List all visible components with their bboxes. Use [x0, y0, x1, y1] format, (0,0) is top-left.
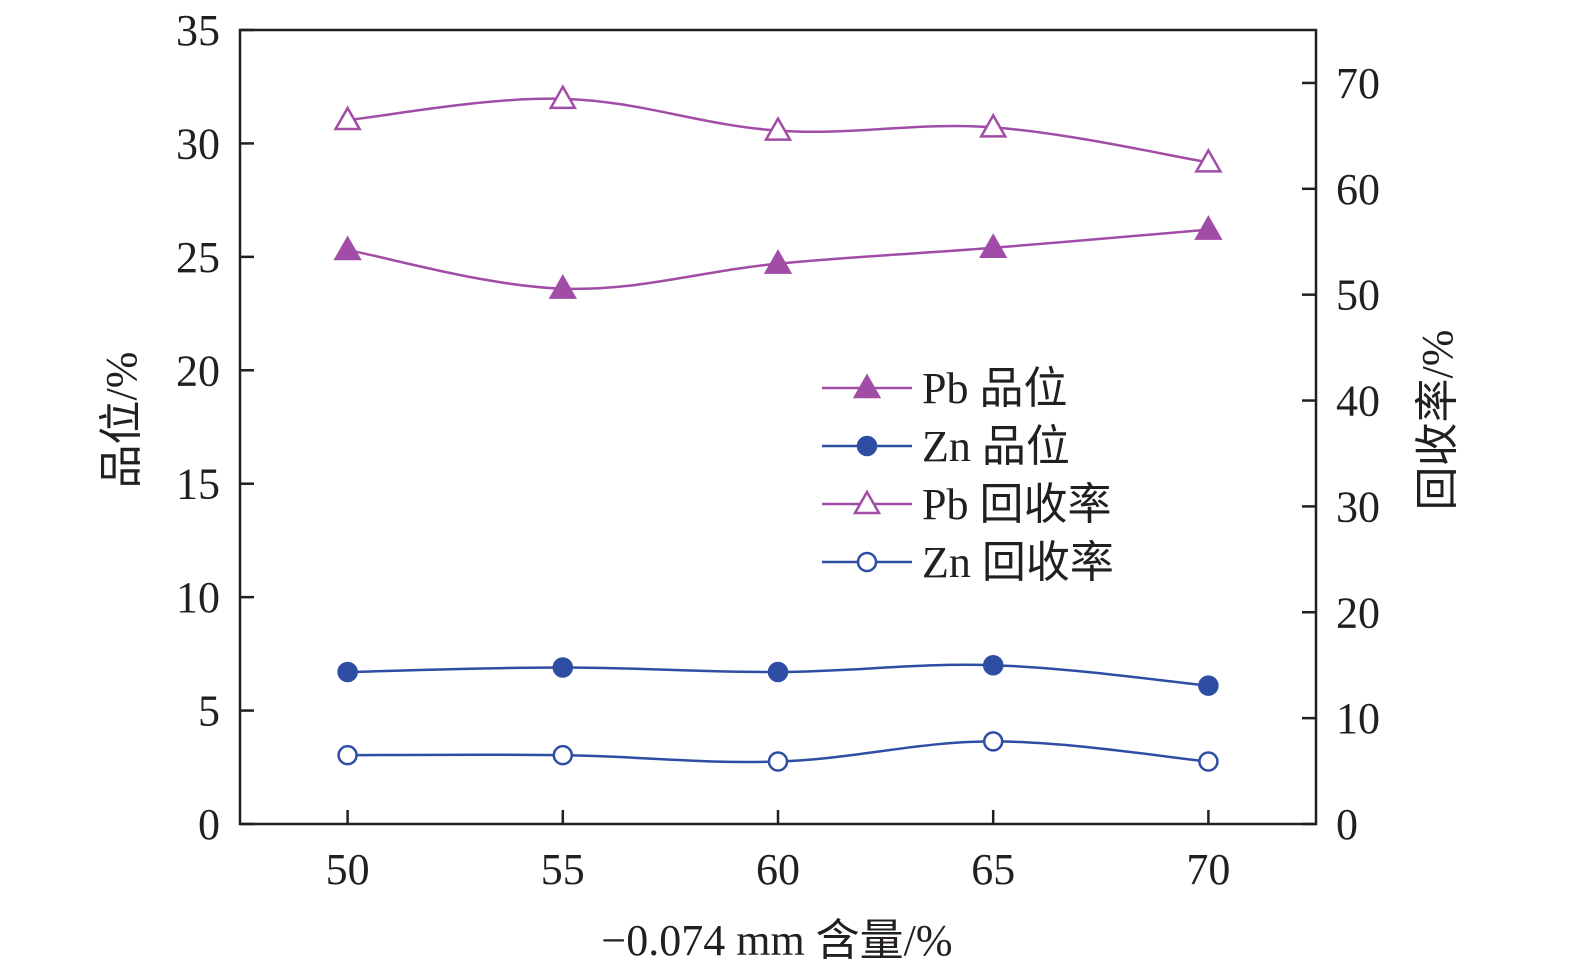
data-point [1198, 675, 1219, 696]
left-y-tick-label: 5 [198, 687, 220, 736]
data-point [337, 661, 358, 683]
legend: Pb 品位 Zn 品位 Pb 回收率 Zn 回收率 [822, 364, 1114, 587]
data-point [763, 249, 793, 274]
data-point [1194, 215, 1223, 240]
legend-item: Pb 品位 [822, 364, 1067, 413]
left-y-tick-label: 15 [176, 460, 220, 509]
legend-item: Pb 回收率 [822, 480, 1111, 529]
left-y-tick-label: 25 [176, 233, 220, 282]
series-2 [337, 654, 1219, 696]
legend-marker [852, 373, 882, 399]
legend-label: Zn 回收率 [922, 538, 1114, 587]
series-4 [337, 731, 1219, 772]
data-point [767, 751, 789, 772]
data-point [979, 112, 1008, 138]
x-axis-title: −0.074 mm 含量/% [601, 916, 952, 965]
data-point [1194, 147, 1223, 173]
x-tick-label: 65 [971, 845, 1015, 894]
plot-frame [238, 28, 1318, 826]
left-y-tick-label: 35 [176, 6, 220, 55]
right-y-tick-label: 20 [1336, 588, 1380, 637]
legend-label: Zn 品位 [922, 422, 1070, 471]
data-point [548, 274, 577, 299]
left-y-axis-title: 品位/% [97, 352, 146, 489]
x-axis: 50 55 60 65 70 [326, 810, 1230, 894]
legend-item: Zn 回收率 [822, 538, 1114, 587]
plot-border [238, 28, 1318, 826]
right-y-tick-label: 50 [1336, 271, 1380, 320]
data-point [979, 233, 1008, 259]
right-y-tick-label: 0 [1336, 800, 1358, 849]
data-point [552, 657, 574, 678]
series-layer [333, 84, 1223, 772]
legend-marker [856, 551, 878, 573]
left-y-tick-label: 30 [176, 119, 220, 168]
data-point [982, 731, 1004, 752]
x-tick-label: 70 [1186, 845, 1230, 894]
x-tick-label: 50 [326, 845, 370, 894]
right-y-tick-label: 10 [1336, 694, 1380, 743]
right-y-axis: 0 10 20 30 40 50 60 70 [1302, 59, 1380, 849]
legend-label: Pb 回收率 [922, 480, 1111, 529]
data-point [552, 744, 574, 766]
data-point [548, 84, 577, 110]
right-y-tick-label: 30 [1336, 482, 1380, 531]
x-tick-label: 55 [541, 845, 585, 894]
right-y-tick-label: 70 [1336, 59, 1380, 108]
data-point [982, 654, 1004, 676]
right-y-tick-label: 60 [1336, 165, 1380, 214]
legend-label: Pb 品位 [922, 364, 1067, 413]
data-point [763, 116, 793, 141]
left-y-tick-label: 10 [176, 573, 220, 622]
data-point [333, 105, 362, 131]
left-y-axis: 0 5 10 15 20 25 30 35 [176, 6, 254, 849]
left-y-tick-label: 20 [176, 346, 220, 395]
data-point [767, 661, 789, 683]
legend-marker [856, 435, 878, 457]
data-point [337, 744, 358, 766]
legend-marker [852, 489, 882, 515]
series-3 [333, 84, 1223, 173]
x-tick-label: 60 [756, 845, 800, 894]
series-1 [333, 215, 1223, 299]
data-point [333, 235, 362, 261]
right-y-axis-title: 回收率/% [1413, 330, 1462, 511]
left-y-tick-label: 0 [198, 800, 220, 849]
legend-item: Zn 品位 [822, 422, 1070, 471]
data-point [1198, 751, 1219, 772]
right-y-tick-label: 40 [1336, 377, 1380, 426]
